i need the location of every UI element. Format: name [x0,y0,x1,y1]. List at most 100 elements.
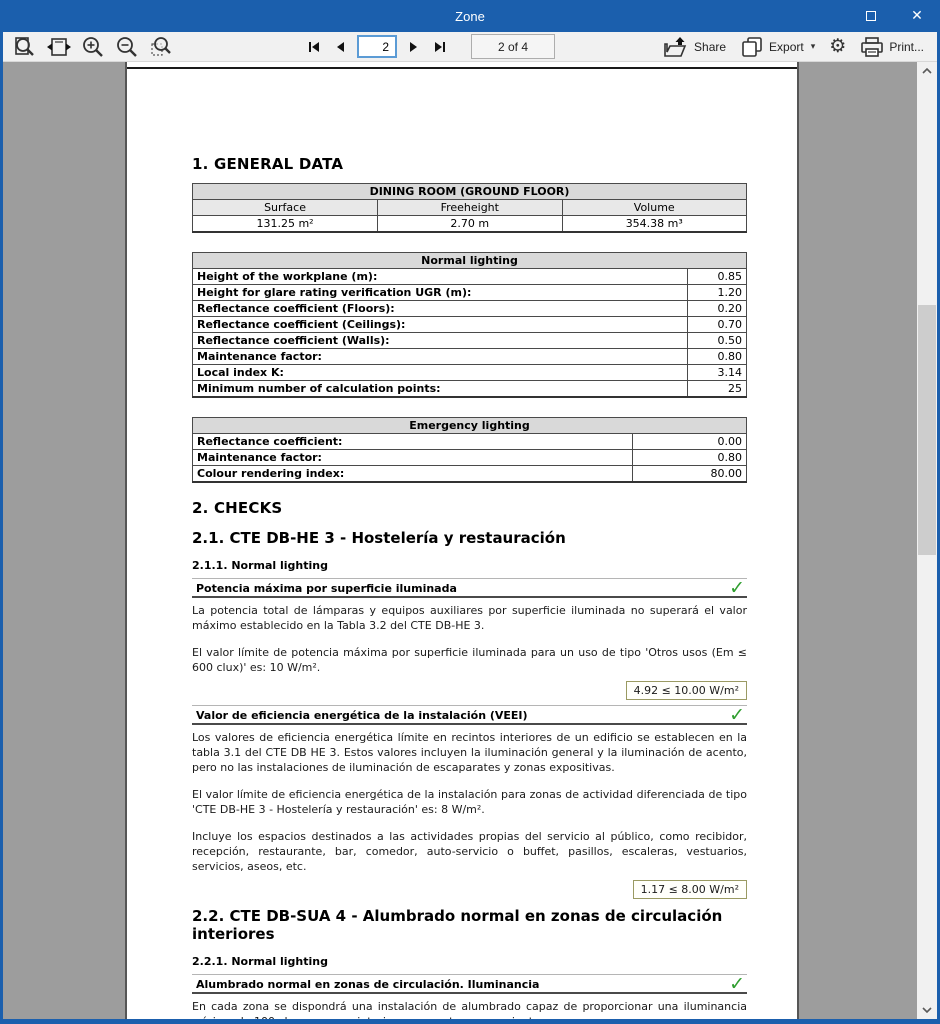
subsection-heading-2-2-1: 2.2.1. Normal lighting [192,955,328,968]
section-heading-2-2: 2.2. CTE DB-SUA 4 - Alumbrado normal en … [192,907,723,943]
row-value: 3.14 [687,364,747,381]
emergency-lighting-table: Emergency lighting Reflectance coefficie… [192,417,748,483]
row-value: 25 [687,380,747,398]
maximize-button[interactable] [848,0,894,32]
row-label: Maintenance factor: [191,348,689,365]
print-button[interactable]: Print... [855,33,929,61]
zoom-out-button[interactable] [113,34,141,60]
export-dropdown-icon: ▾ [810,41,816,51]
check-description: La potencia total de lámparas y equipos … [192,604,747,632]
window-title: Zone [455,8,485,24]
page-navigation: 2 of 4 [305,34,555,59]
zoom-selection-button[interactable] [147,34,175,60]
maximize-icon [866,11,876,21]
column-header: Volume [561,199,747,216]
table-row: Maintenance factor: 0.80 [191,348,747,365]
volume-value: 354.38 m³ [561,215,747,233]
check-item-alumbrado-normal: Alumbrado normal en zonas de circulación… [192,974,747,994]
export-label: Export [769,39,804,54]
scroll-down-button[interactable] [917,1001,937,1019]
table-row: Minimum number of calculation points: 25 [191,380,747,398]
row-value: 0.00 [631,433,748,450]
close-button[interactable]: ✕ [894,0,940,32]
check-pass-icon: ✓ [729,973,745,995]
table-row: 131.25 m² 2.70 m 354.38 m³ [191,215,747,233]
document-page: 1. GENERAL DATA DINING ROOM (GROUND FLOO… [125,62,799,1019]
last-page-button[interactable] [431,35,449,59]
row-label: Minimum number of calculation points: [191,380,689,398]
page-number-input[interactable] [357,35,397,58]
table-row: Local index K: 3.14 [191,364,747,381]
fit-width-button[interactable] [45,34,73,60]
print-icon [861,36,884,57]
row-value: 80.00 [631,465,748,483]
check-item-veei: Valor de eficiencia energética de la ins… [192,705,747,725]
check-result-value: 1.17 ≤ 8.00 W/m² [632,880,747,899]
fit-width-icon [47,37,71,56]
row-label: Height of the workplane (m): [191,268,689,285]
row-value: 0.20 [687,300,747,317]
table-row: Maintenance factor: 0.80 [192,449,748,466]
previous-page-edge [127,62,797,67]
row-label: Maintenance factor: [192,449,633,466]
check-item-potencia-maxima: Potencia máxima por superficie iluminada… [192,578,747,598]
next-page-icon [410,41,417,52]
scroll-up-button[interactable] [917,62,937,80]
export-icon [742,36,762,57]
column-header: Surface [191,199,379,216]
table-row: Emergency lighting [192,417,747,434]
freeheight-value: 2.70 m [377,215,563,233]
check-title: Alumbrado normal en zonas de circulación… [196,978,540,991]
table-row: Height for glare rating verification UGR… [191,284,747,301]
normal-lighting-table: Normal lighting Height of the workplane … [191,252,747,398]
check-limit-text: El valor límite de eficiencia energética… [192,788,747,816]
row-value: 0.80 [687,348,747,365]
check-limit-text: El valor límite de potencia máxima por s… [192,646,747,674]
row-label: Local index K: [191,364,689,381]
zoom-out-icon [117,36,137,57]
check-description: Los valores de eficiencia energética lím… [192,731,747,774]
row-label: Reflectance coefficient: [192,433,633,450]
check-result-value: 4.92 ≤ 10.00 W/m² [625,681,747,700]
zoom-in-icon [83,36,103,57]
chevron-up-icon [922,68,932,74]
row-label: Reflectance coefficient (Floors): [191,300,689,317]
page-content: 1. GENERAL DATA DINING ROOM (GROUND FLOO… [127,155,797,1019]
normal-lighting-title: Normal lighting [192,252,747,269]
vertical-scrollbar[interactable] [917,62,937,1019]
settings-button[interactable]: ⚙ [824,34,851,59]
page-count-indicator: 2 of 4 [471,34,555,59]
zoom-tool-group [11,34,175,60]
emergency-lighting-title: Emergency lighting [192,417,747,434]
first-page-icon [309,41,319,52]
export-button[interactable]: Export ▾ [735,33,820,61]
row-value: 0.85 [687,268,747,285]
table-row: Surface Freeheight Volume [191,199,747,216]
previous-page-button[interactable] [331,35,349,59]
table-row: Colour rendering index: 80.00 [192,465,748,483]
chevron-down-icon [922,1007,932,1013]
preview-area: 1. GENERAL DATA DINING ROOM (GROUND FLOO… [3,62,937,1019]
zoom-in-button[interactable] [79,34,107,60]
title-bar: Zone ✕ [0,0,940,32]
surface-value: 131.25 m² [191,215,379,233]
fit-page-button[interactable] [11,34,39,60]
page-count-label: 2 of 4 [497,39,529,54]
first-page-button[interactable] [305,35,323,59]
share-button[interactable]: Share [658,33,731,61]
check-description: En cada zona se dispondrá una instalació… [192,1000,747,1019]
table-row: Height of the workplane (m): 0.85 [191,268,747,285]
room-summary-table: DINING ROOM (GROUND FLOOR) Surface Freeh… [191,183,747,233]
row-value: 0.80 [631,449,748,466]
row-value: 0.50 [687,332,747,349]
toolbar: 2 of 4 Share Export ▾ ⚙ [3,32,937,62]
section-heading-2-1: 2.1. CTE DB-HE 3 - Hostelería y restaura… [192,529,566,547]
fit-page-icon [15,36,34,56]
print-label: Print... [889,39,924,54]
check-pass-icon: ✓ [729,577,745,599]
scrollbar-thumb[interactable] [918,305,936,555]
next-page-button[interactable] [405,35,423,59]
share-icon [664,36,687,57]
row-label: Colour rendering index: [192,465,633,483]
